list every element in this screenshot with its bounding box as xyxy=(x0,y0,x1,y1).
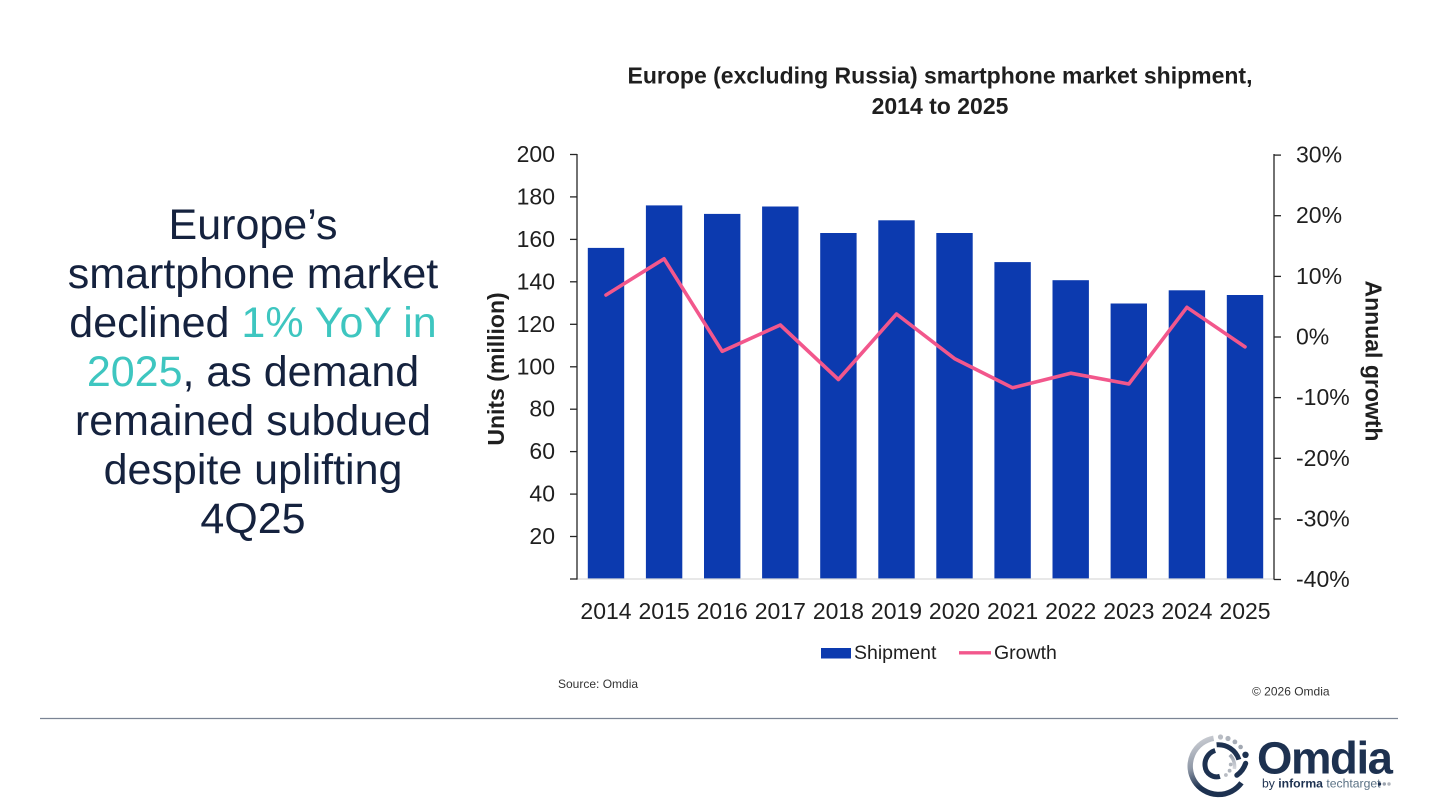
svg-text:0%: 0% xyxy=(1296,324,1329,350)
svg-text:Europe’s: Europe’s xyxy=(169,201,338,249)
svg-text:4Q25: 4Q25 xyxy=(200,495,305,543)
svg-text:20: 20 xyxy=(529,523,555,549)
svg-text:120: 120 xyxy=(517,311,555,337)
svg-text:30%: 30% xyxy=(1296,142,1342,168)
svg-text:2025: 2025 xyxy=(1219,598,1270,624)
svg-text:2017: 2017 xyxy=(755,598,806,624)
svg-text:10%: 10% xyxy=(1296,263,1342,289)
svg-text:140: 140 xyxy=(517,268,555,294)
svg-text:smartphone market: smartphone market xyxy=(68,250,438,298)
svg-text:2014: 2014 xyxy=(580,598,631,624)
svg-text:2022: 2022 xyxy=(1045,598,1096,624)
svg-text:Annual growth: Annual growth xyxy=(1361,281,1387,442)
svg-text:by informa techtarget: by informa techtarget xyxy=(1262,777,1381,791)
svg-text:remained subdued: remained subdued xyxy=(75,397,431,445)
svg-text:2025, as demand: 2025, as demand xyxy=(87,348,419,396)
svg-text:Omdia: Omdia xyxy=(1257,733,1394,784)
svg-text:200: 200 xyxy=(517,141,555,167)
svg-text:2024: 2024 xyxy=(1161,598,1212,624)
svg-text:180: 180 xyxy=(517,183,555,209)
svg-text:40: 40 xyxy=(529,481,555,507)
svg-text:despite uplifting: despite uplifting xyxy=(104,446,403,494)
svg-text:-10%: -10% xyxy=(1296,384,1350,410)
svg-text:declined 1% YoY in: declined 1% YoY in xyxy=(69,299,436,347)
svg-text:160: 160 xyxy=(517,226,555,252)
svg-text:2023: 2023 xyxy=(1103,598,1154,624)
svg-text:80: 80 xyxy=(529,396,555,422)
svg-text:Shipment: Shipment xyxy=(854,642,937,664)
svg-text:© 2026 Omdia: © 2026 Omdia xyxy=(1252,685,1330,699)
svg-text:-30%: -30% xyxy=(1296,505,1350,531)
svg-text:2016: 2016 xyxy=(697,598,748,624)
svg-text:2018: 2018 xyxy=(813,598,864,624)
svg-text:Units (million): Units (million) xyxy=(483,292,509,445)
svg-text:Europe (excluding Russia) smar: Europe (excluding Russia) smartphone mar… xyxy=(628,63,1253,89)
svg-text:Source: Omdia: Source: Omdia xyxy=(558,677,638,691)
svg-text:-40%: -40% xyxy=(1296,566,1350,592)
svg-text:100: 100 xyxy=(517,353,555,379)
svg-text:-20%: -20% xyxy=(1296,445,1350,471)
svg-text:60: 60 xyxy=(529,438,555,464)
svg-text:2014 to 2025: 2014 to 2025 xyxy=(872,93,1009,119)
svg-text:2021: 2021 xyxy=(987,598,1038,624)
svg-text:2020: 2020 xyxy=(929,598,980,624)
svg-text:2019: 2019 xyxy=(871,598,922,624)
svg-text:Growth: Growth xyxy=(994,642,1057,664)
svg-text:2015: 2015 xyxy=(639,598,690,624)
svg-text:20%: 20% xyxy=(1296,202,1342,228)
